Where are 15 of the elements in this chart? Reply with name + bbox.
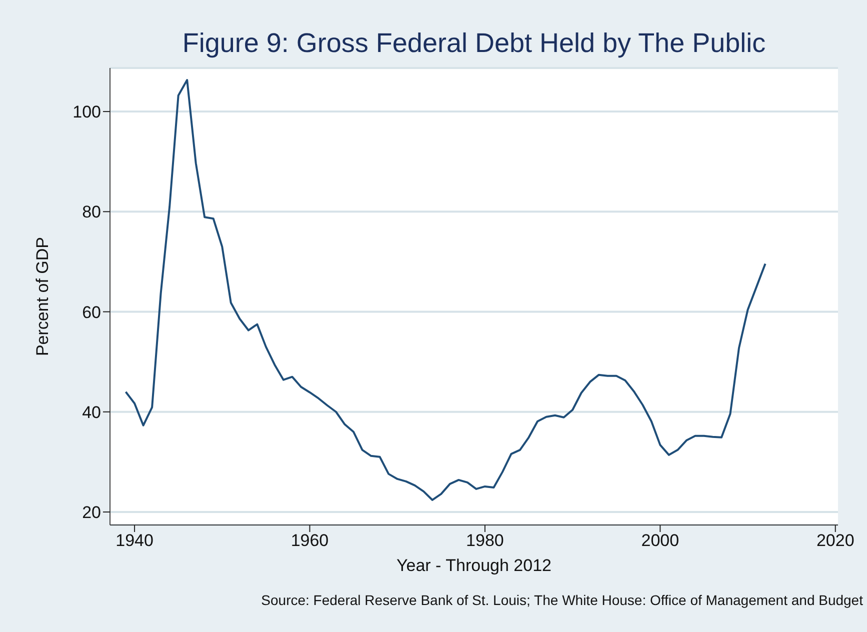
chart-title: Figure 9: Gross Federal Debt Held by The Public: [181, 28, 767, 59]
x-tick-label: 2000: [641, 531, 680, 550]
y-tick-label: 80: [82, 202, 101, 222]
y-tick-label: 100: [72, 102, 101, 122]
x-tick-label: 2020: [816, 531, 854, 550]
x-tick-label: 1940: [116, 531, 154, 550]
source-note: Source: Federal Reserve Bank of St. Louis; The White House: Office of Management and Budget: [261, 592, 863, 608]
y-axis-title: Percent of GDP: [33, 236, 52, 356]
y-tick-label: 40: [82, 402, 101, 422]
line-series: [124, 79, 766, 501]
y-tick-label: 20: [82, 503, 101, 522]
x-axis-title: Year - Through 2012: [396, 556, 552, 575]
y-tick-label: 60: [82, 302, 101, 322]
x-tick-label: 1960: [290, 531, 329, 550]
x-tick-label: 1980: [466, 531, 504, 550]
